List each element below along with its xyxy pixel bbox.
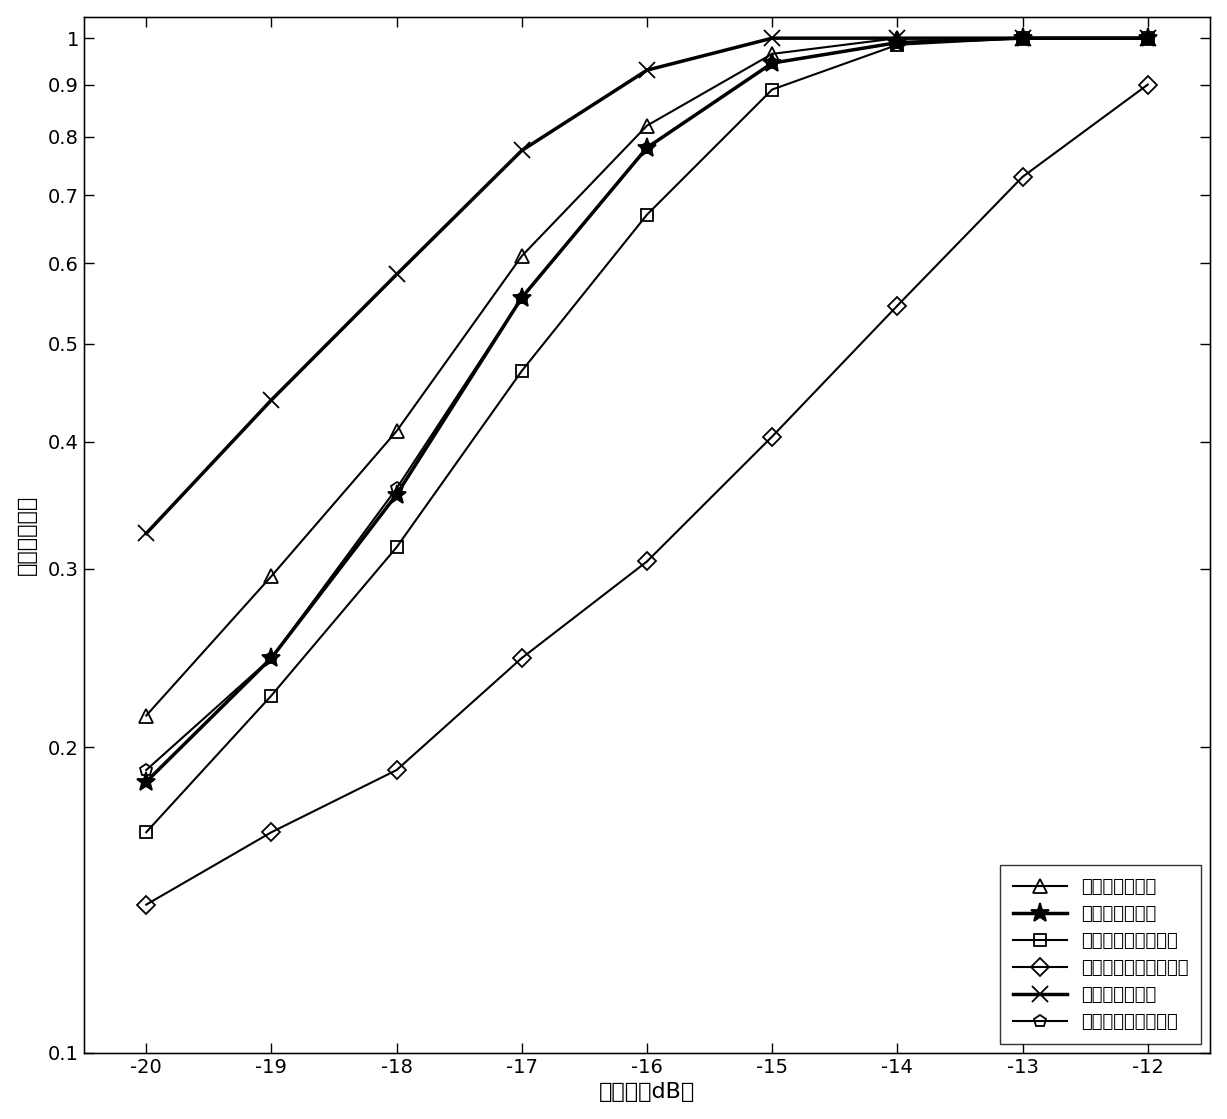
最大特征值检测 xyxy=(890,36,904,49)
差分特征值检测 xyxy=(139,708,153,722)
Line: 广义似然比检测: 广义似然比检测 xyxy=(139,30,1156,542)
算术几何平均比检测 xyxy=(1015,31,1029,45)
最大最小特征值检测 xyxy=(890,38,904,51)
最大最小特征值检测 xyxy=(264,689,279,703)
差分特征值检测 xyxy=(389,424,404,438)
最大最小特征值检测 xyxy=(1140,31,1155,45)
广义似然比检测 xyxy=(1140,31,1155,45)
算术几何平均比检测 xyxy=(264,651,279,665)
能量比最小特征值检测 xyxy=(1015,170,1029,184)
最大特征值检测 xyxy=(139,775,153,789)
差分特征值检测 xyxy=(890,31,904,45)
Line: 差分特征值检测: 差分特征值检测 xyxy=(140,31,1155,723)
差分特征值检测 xyxy=(1140,31,1155,45)
能量比最小特征值检测 xyxy=(514,651,529,665)
能量比最小特征值检测 xyxy=(639,555,654,568)
广义似然比检测 xyxy=(514,143,529,157)
算术几何平均比检测 xyxy=(639,141,654,154)
最大最小特征值检测 xyxy=(764,83,779,96)
广义似然比检测 xyxy=(139,527,153,540)
能量比最小特征值检测 xyxy=(764,430,779,443)
差分特征值检测 xyxy=(514,250,529,263)
能量比最小特征值检测 xyxy=(890,299,904,312)
广义似然比检测 xyxy=(1015,31,1029,45)
能量比最小特征值检测 xyxy=(264,826,279,839)
最大特征值检测 xyxy=(264,651,279,665)
算术几何平均比检测 xyxy=(139,763,153,777)
广义似然比检测 xyxy=(890,31,904,45)
能量比最小特征值检测 xyxy=(389,763,404,777)
差分特征值检测 xyxy=(764,47,779,60)
Line: 能量比最小特征值检测: 能量比最小特征值检测 xyxy=(140,78,1153,911)
最大特征值检测 xyxy=(389,488,404,501)
差分特征值检测 xyxy=(1015,31,1029,45)
广义似然比检测 xyxy=(264,393,279,406)
算术几何平均比检测 xyxy=(1140,31,1155,45)
最大最小特征值检测 xyxy=(514,364,529,377)
广义似然比检测 xyxy=(639,64,654,77)
广义似然比检测 xyxy=(389,267,404,281)
Line: 算术几何平均比检测: 算术几何平均比检测 xyxy=(140,32,1153,777)
最大最小特征值检测 xyxy=(639,208,654,222)
Line: 最大最小特征值检测: 最大最小特征值检测 xyxy=(140,32,1153,838)
X-axis label: 信噪比（dB）: 信噪比（dB） xyxy=(599,1082,696,1102)
广义似然比检测 xyxy=(764,31,779,45)
Line: 最大特征值检测: 最大特征值检测 xyxy=(136,28,1157,791)
最大特征值检测 xyxy=(514,291,529,304)
最大特征值检测 xyxy=(764,56,779,69)
算术几何平均比检测 xyxy=(514,291,529,304)
最大特征值检测 xyxy=(1015,31,1029,45)
最大特征值检测 xyxy=(1140,31,1155,45)
算术几何平均比检测 xyxy=(389,481,404,495)
算术几何平均比检测 xyxy=(890,36,904,49)
最大最小特征值检测 xyxy=(1015,31,1029,45)
差分特征值检测 xyxy=(639,119,654,132)
Y-axis label: 正确检测概率: 正确检测概率 xyxy=(17,495,37,575)
算术几何平均比检测 xyxy=(764,56,779,69)
最大最小特征值检测 xyxy=(139,826,153,839)
能量比最小特征值检测 xyxy=(1140,78,1155,92)
Legend: 差分特征值检测, 最大特征值检测, 最大最小特征值检测, 能量比最小特征值检测, 广义似然比检测, 算术几何平均比检测: 差分特征值检测, 最大特征值检测, 最大最小特征值检测, 能量比最小特征值检测,… xyxy=(1000,865,1201,1044)
差分特征值检测 xyxy=(264,570,279,583)
能量比最小特征值检测 xyxy=(139,897,153,911)
最大最小特征值检测 xyxy=(389,540,404,554)
最大特征值检测 xyxy=(639,141,654,154)
